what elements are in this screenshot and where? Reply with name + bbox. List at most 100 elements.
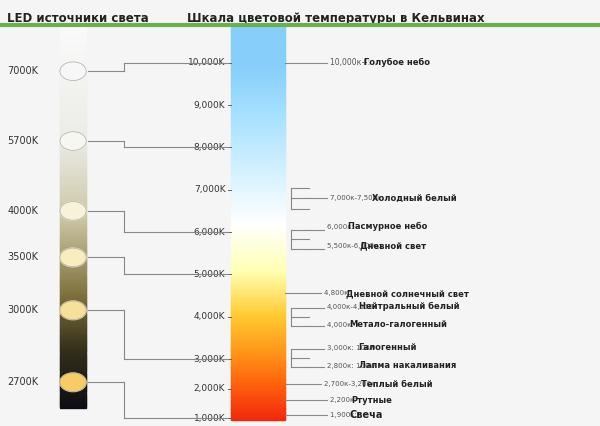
Bar	[59, 298, 86, 301]
Bar	[59, 395, 86, 398]
Bar	[232, 121, 285, 123]
Bar	[232, 180, 285, 181]
Bar	[232, 306, 285, 308]
Text: 4000K: 4000K	[7, 206, 38, 216]
Bar	[232, 30, 285, 32]
Bar	[232, 172, 285, 174]
Bar	[232, 369, 285, 371]
Bar	[59, 273, 86, 276]
Bar	[232, 93, 285, 95]
Bar	[59, 213, 86, 215]
Bar	[232, 35, 285, 37]
Circle shape	[60, 132, 86, 150]
Bar	[59, 184, 86, 187]
Bar	[232, 47, 285, 49]
Circle shape	[60, 373, 86, 391]
Bar	[59, 354, 86, 356]
Bar	[232, 397, 285, 400]
Text: Галогенный: Галогенный	[359, 343, 417, 352]
Bar	[232, 58, 285, 60]
Bar	[232, 118, 285, 120]
Bar	[59, 49, 86, 52]
Bar	[232, 366, 285, 368]
Bar	[232, 88, 285, 90]
Bar	[232, 255, 285, 256]
Bar	[59, 374, 86, 377]
Bar	[232, 160, 285, 162]
Bar	[59, 87, 86, 89]
Bar	[59, 344, 86, 347]
Bar	[59, 169, 86, 172]
Bar	[59, 310, 86, 312]
Bar	[232, 154, 285, 155]
Bar	[59, 196, 86, 198]
Bar	[232, 382, 285, 384]
Bar	[232, 176, 285, 178]
Bar	[232, 327, 285, 328]
Bar	[232, 171, 285, 173]
Bar	[232, 70, 285, 72]
Bar	[232, 216, 285, 219]
Bar	[59, 369, 86, 371]
Bar	[232, 62, 285, 63]
Bar	[59, 338, 86, 341]
Bar	[59, 201, 86, 204]
Bar	[232, 84, 285, 86]
Bar	[232, 308, 285, 310]
Bar	[59, 207, 86, 210]
Bar	[232, 109, 285, 111]
Bar	[232, 230, 285, 231]
Bar	[232, 199, 285, 201]
Bar	[232, 185, 285, 187]
Bar	[232, 370, 285, 372]
Bar	[232, 71, 285, 73]
Bar	[59, 72, 86, 75]
Bar	[59, 279, 86, 282]
Bar	[59, 294, 86, 297]
Bar	[232, 221, 285, 222]
Bar	[232, 261, 285, 263]
Bar	[232, 278, 285, 280]
Bar	[232, 244, 285, 246]
Bar	[232, 68, 285, 70]
Bar	[232, 248, 285, 250]
Bar	[232, 289, 285, 291]
Bar	[232, 343, 285, 344]
Bar	[232, 83, 285, 84]
Bar	[59, 45, 86, 48]
Bar	[232, 79, 285, 81]
Bar	[232, 361, 285, 363]
Bar	[59, 239, 86, 242]
Bar	[232, 348, 285, 349]
Bar	[59, 340, 86, 343]
Bar	[232, 193, 285, 195]
Bar	[232, 46, 285, 48]
Bar	[232, 130, 285, 132]
Bar	[232, 353, 285, 355]
Bar	[232, 135, 285, 137]
Bar	[59, 171, 86, 173]
Bar	[232, 245, 285, 247]
Bar	[232, 392, 285, 394]
Bar	[232, 251, 285, 253]
Bar	[59, 203, 86, 206]
Bar	[232, 354, 285, 356]
Bar	[232, 131, 285, 133]
Bar	[232, 146, 285, 147]
Bar	[59, 224, 86, 227]
Bar	[232, 26, 285, 28]
Bar	[59, 34, 86, 36]
Bar	[59, 236, 86, 238]
Bar	[232, 38, 285, 40]
Bar	[232, 40, 285, 41]
Bar	[59, 247, 86, 250]
Bar	[59, 300, 86, 303]
Bar	[59, 193, 86, 196]
Bar	[232, 400, 285, 402]
Bar	[232, 341, 285, 343]
Bar	[232, 225, 285, 226]
Bar	[59, 268, 86, 271]
Bar	[59, 182, 86, 185]
Bar	[59, 55, 86, 57]
Bar	[59, 241, 86, 244]
